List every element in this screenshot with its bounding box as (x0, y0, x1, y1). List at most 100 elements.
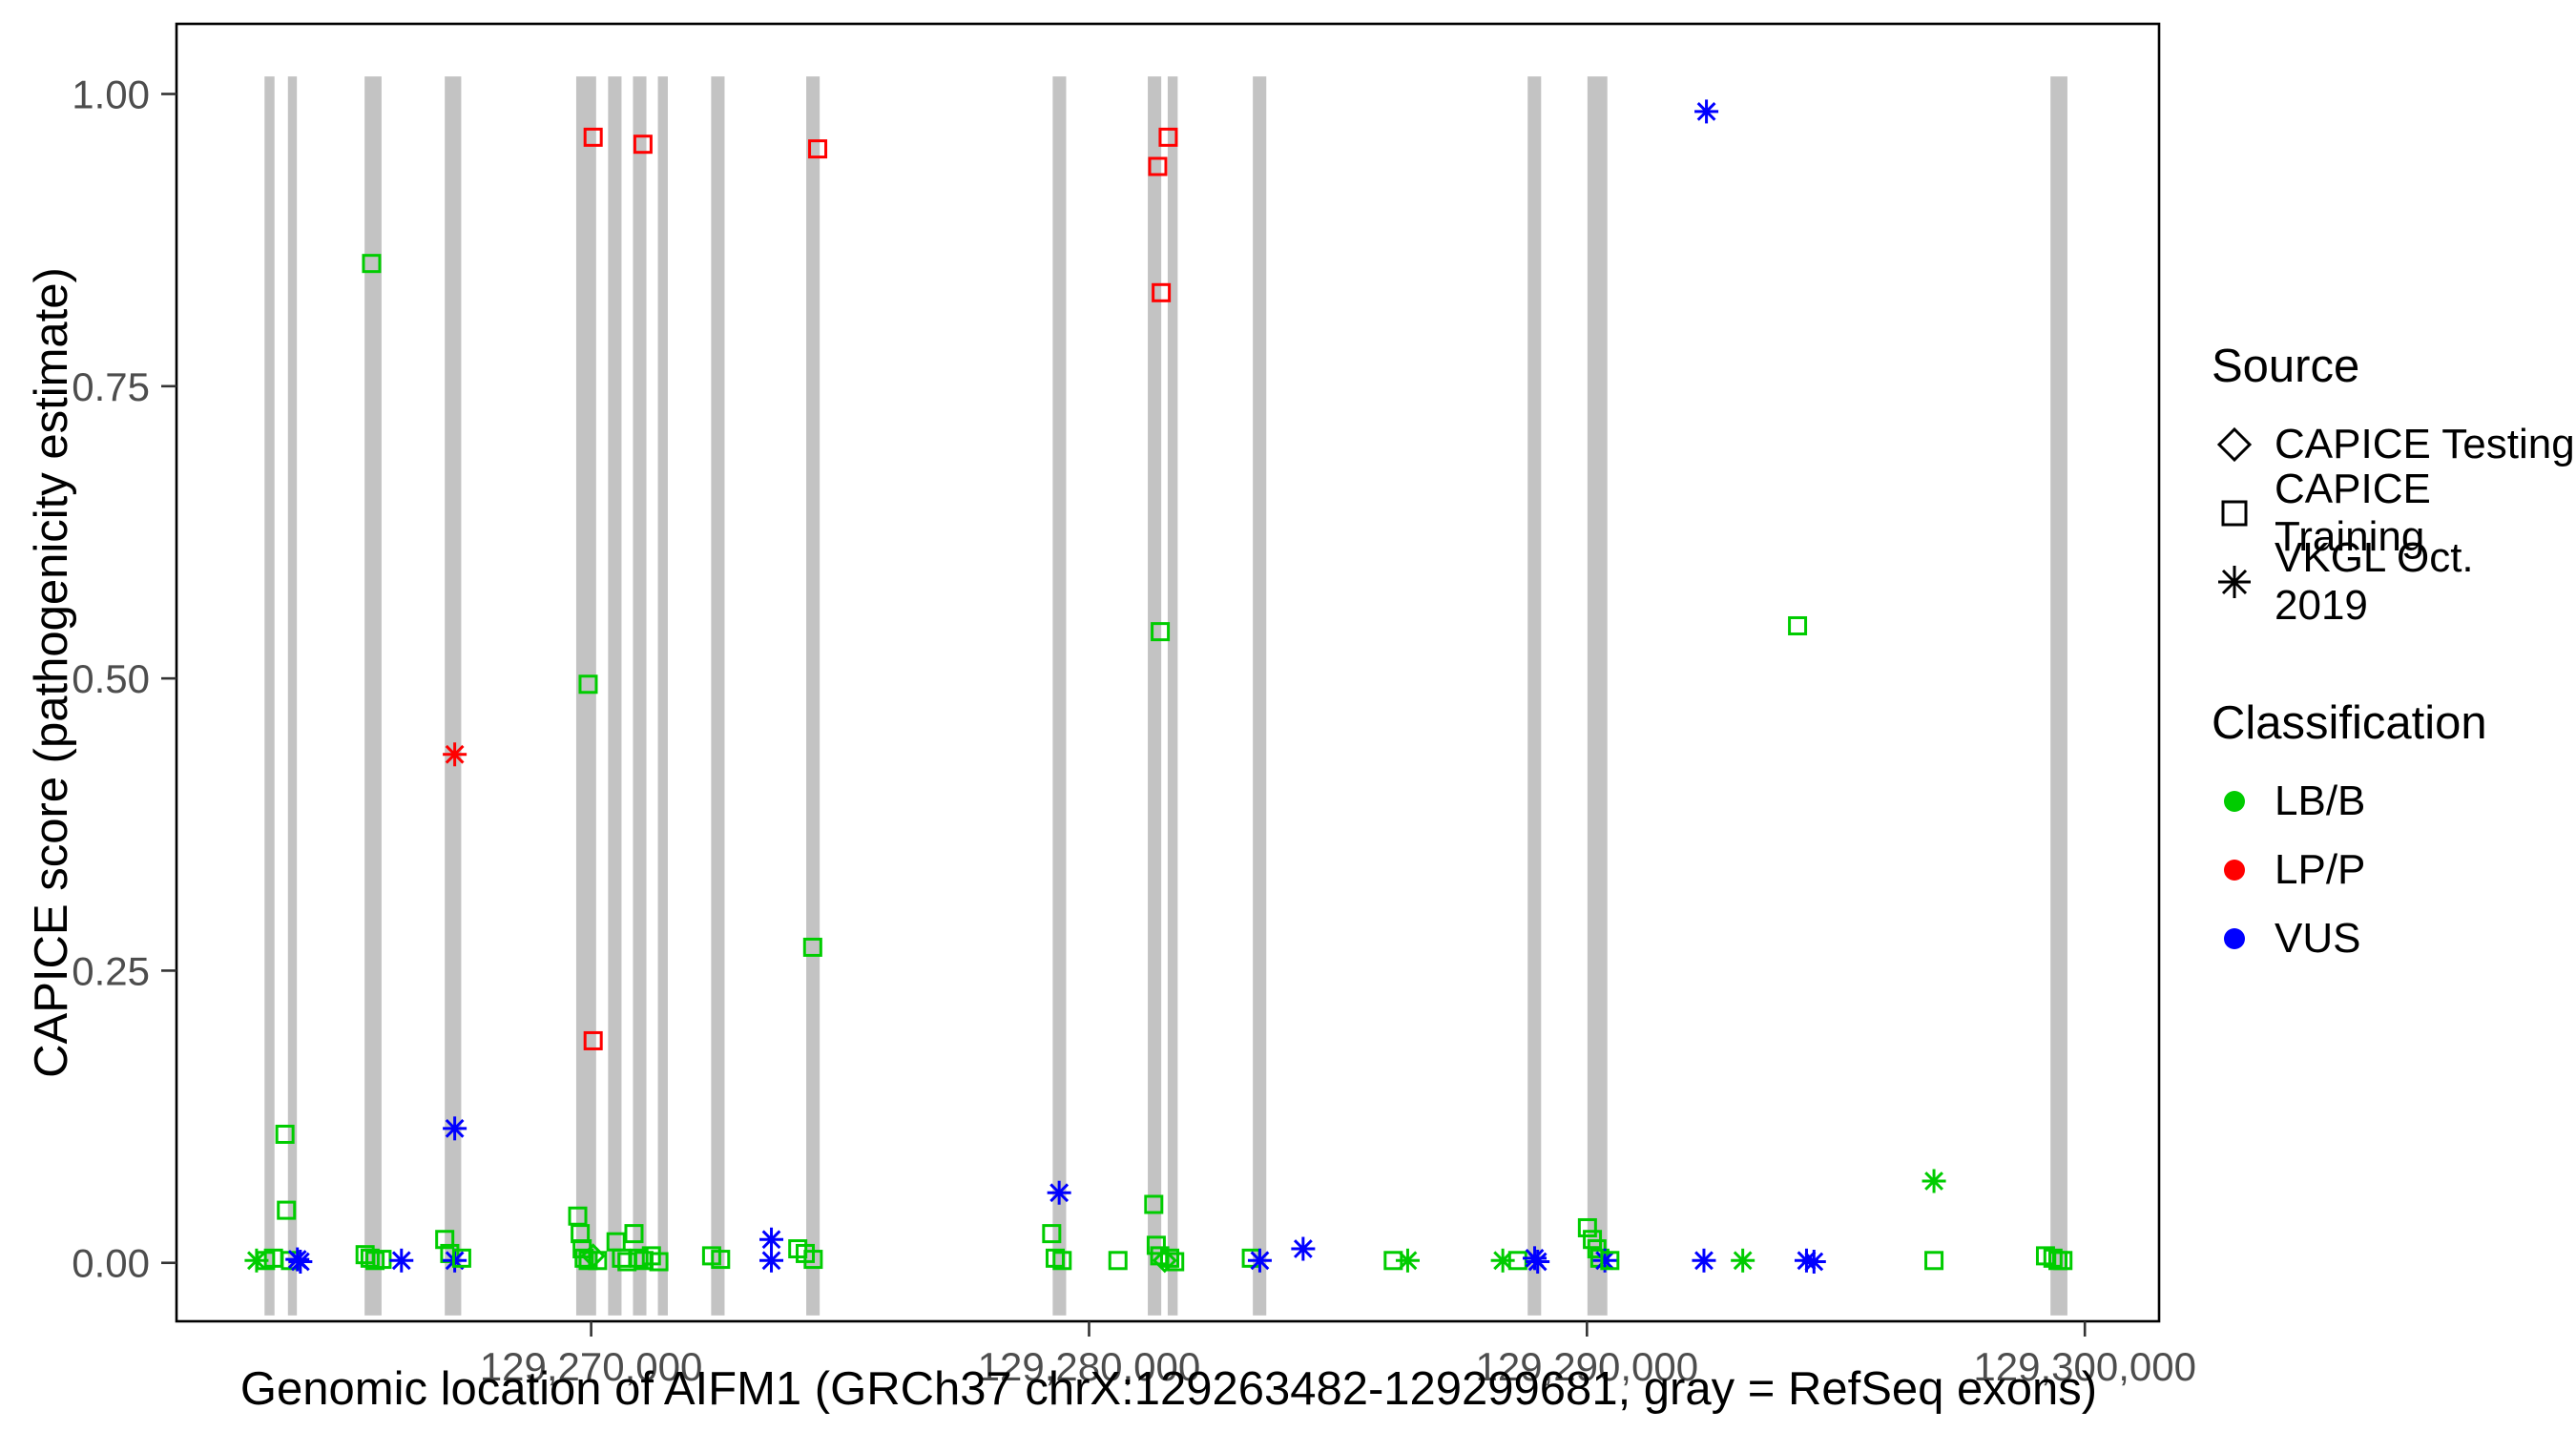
data-point-asterisk (290, 1252, 310, 1272)
data-point-asterisk (1733, 1251, 1753, 1271)
data-point-square (2053, 1251, 2073, 1271)
data-point-square (624, 1224, 644, 1244)
data-point-square (360, 1248, 380, 1268)
data-point-square (583, 127, 603, 147)
data-point-asterisk (1696, 101, 1716, 121)
exon-bar (1587, 76, 1608, 1316)
data-point-square (1788, 615, 1808, 635)
data-point-square (1600, 1251, 1620, 1271)
x-axis-title: Genomic location of AIFM1 (GRCh37 chrX:1… (239, 1363, 2098, 1415)
legend-source-group: Source CAPICE Testing CAPICE Training (2212, 340, 2576, 629)
legend-item-capice-testing: CAPICE Testing (2212, 410, 2576, 479)
exon-bar (445, 76, 462, 1316)
legend-item-label: VKGL Oct. 2019 (2275, 534, 2474, 629)
data-point-square (1042, 1224, 1062, 1244)
data-point-square (1151, 622, 1171, 642)
data-point-square (1052, 1251, 1072, 1271)
data-point-square (451, 1248, 471, 1268)
data-point-square (1158, 127, 1178, 147)
data-point-asterisk (761, 1251, 781, 1271)
data-point-square (1152, 282, 1172, 302)
panel-border (175, 22, 2161, 1323)
y-tick-label: 0.25 (72, 948, 150, 993)
asterisk-icon (2218, 566, 2251, 598)
exon-bar (657, 76, 668, 1316)
data-point-square (2043, 1248, 2063, 1268)
x-tick-label: 129,300,000 (1973, 1344, 2196, 1389)
data-point-asterisk (1293, 1239, 1313, 1258)
exon-bar (364, 76, 382, 1316)
exon-bar (1167, 76, 1178, 1316)
data-point-square (629, 1248, 649, 1268)
x-tick-label: 129,290,000 (1476, 1344, 1699, 1389)
data-point-square (1148, 156, 1168, 176)
y-tick-label: 0.50 (72, 656, 150, 701)
data-point-square (1108, 1251, 1128, 1271)
legend-source-title: Source (2212, 341, 2360, 392)
data-point-square (588, 1251, 608, 1271)
data-point-square (277, 1200, 297, 1220)
y-axis-title: CAPICE score (pathogenicity estimate) (26, 267, 77, 1078)
data-point-square (583, 1030, 603, 1050)
square-icon (2221, 500, 2248, 527)
data-point-square (362, 254, 382, 274)
data-point-square (649, 1252, 669, 1272)
legend-item-label: CAPICE Testing (2275, 421, 2575, 467)
exon-bar (608, 76, 622, 1316)
exon-bar (264, 76, 275, 1316)
legend-classification-title: Classification (2212, 697, 2487, 749)
legend-item-label: LP/P (2275, 846, 2366, 893)
exon-bar (575, 76, 596, 1316)
data-point-asterisk (1049, 1183, 1070, 1203)
data-point-asterisk (391, 1251, 411, 1271)
legend-item-label: VUS (2275, 915, 2361, 962)
data-point-square (808, 139, 828, 159)
data-point-square (711, 1250, 731, 1270)
data-point-asterisk (445, 744, 465, 764)
data-point-square (574, 1248, 594, 1268)
legend-item-label: LB/B (2275, 778, 2366, 824)
exon-bar (1253, 76, 1267, 1316)
data-point-square (578, 674, 598, 695)
data-point-asterisk (761, 1230, 781, 1250)
data-point-square (275, 1124, 295, 1144)
data-point-asterisk (445, 1118, 465, 1138)
exon-bar (287, 76, 298, 1316)
exon-bar (2050, 76, 2067, 1316)
legend: Source CAPICE Testing CAPICE Training (2212, 340, 2576, 973)
data-point-asterisk (1595, 1251, 1615, 1271)
data-point-asterisk (1804, 1252, 1824, 1272)
x-tick-label: 129,280,000 (978, 1344, 1201, 1389)
data-point-asterisk (1924, 1172, 1943, 1191)
data-point-square (1144, 1194, 1164, 1214)
legend-classification-group: Classification LB/B LP/P VUS (2212, 696, 2576, 973)
data-point-diamond (1152, 1248, 1177, 1274)
data-point-square (803, 1250, 823, 1270)
legend-item-lbb: LB/B (2212, 767, 2576, 836)
diamond-icon (2216, 426, 2253, 463)
data-point-square (1924, 1251, 1944, 1271)
data-point-square (435, 1230, 455, 1250)
data-point-square (1146, 1235, 1166, 1255)
legend-item-vkgl: VKGL Oct. 2019 (2212, 534, 2576, 629)
data-point-square (1165, 1252, 1185, 1272)
y-tick-label: 0.00 (72, 1241, 150, 1286)
y-tick-label: 1.00 (72, 73, 150, 117)
x-tick-label: 129,270,000 (480, 1344, 703, 1389)
data-point-asterisk (1527, 1252, 1548, 1272)
data-point-square (1160, 1248, 1180, 1268)
data-point-asterisk (1398, 1251, 1418, 1271)
data-point-asterisk (1694, 1251, 1714, 1271)
exon-bar (1148, 76, 1162, 1316)
exon-bar (1527, 76, 1542, 1316)
legend-item-capice-training: CAPICE Training (2212, 466, 2576, 560)
blue-dot-icon (2224, 928, 2245, 949)
exon-bar (1052, 76, 1067, 1316)
data-point-square (1577, 1217, 1597, 1237)
y-tick-label: 0.75 (72, 364, 150, 409)
legend-item-vus: VUS (2212, 904, 2576, 973)
exon-bar (711, 76, 725, 1316)
data-point-asterisk (1250, 1251, 1270, 1271)
